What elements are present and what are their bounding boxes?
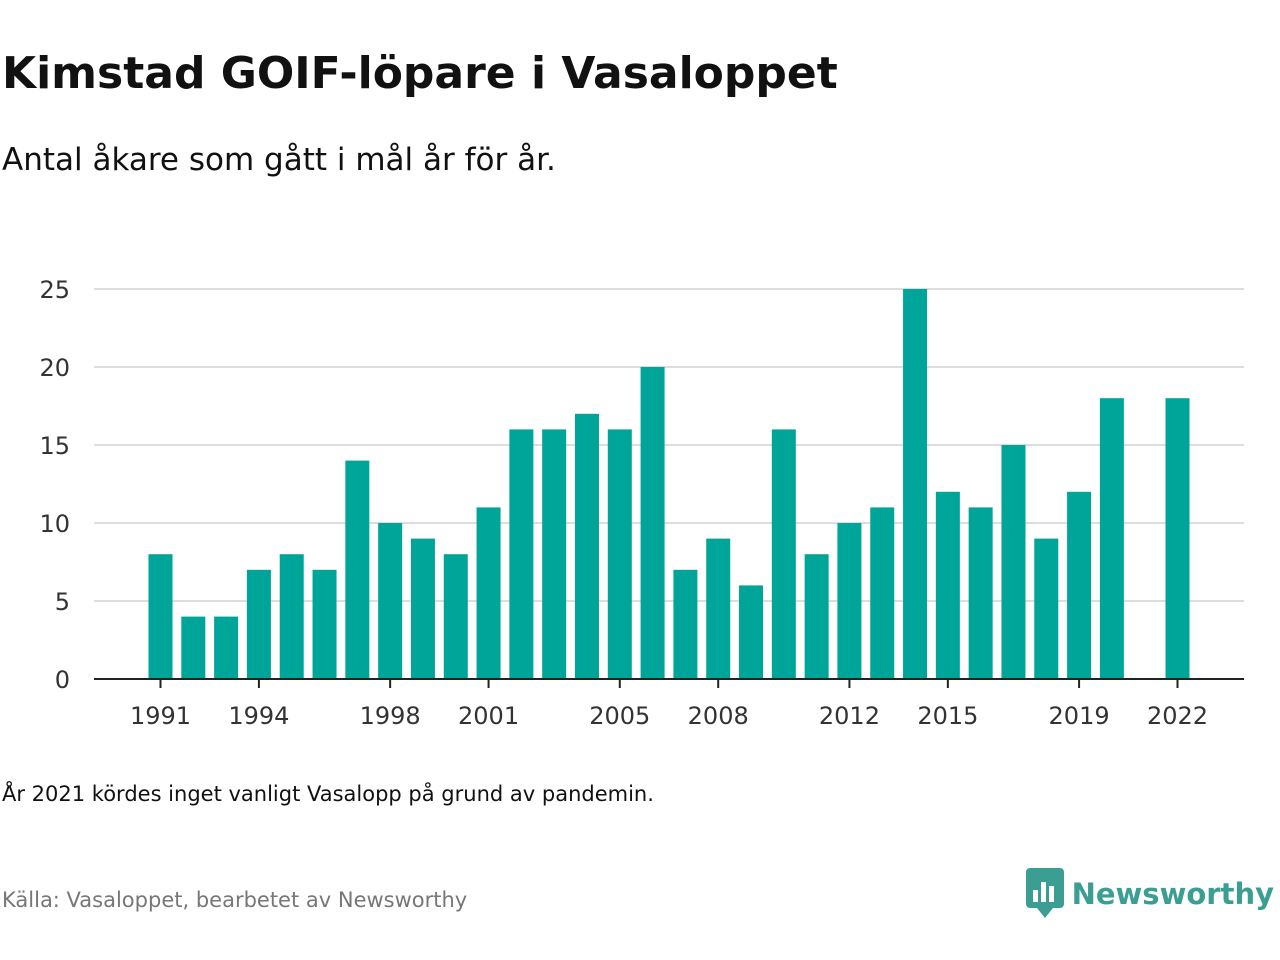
bar-1991: [148, 554, 173, 679]
bar-2017: [1001, 445, 1026, 679]
x-tick-label: 1994: [228, 702, 289, 730]
brand-logo: Newsworthy: [1025, 866, 1274, 922]
x-tick-label: 2001: [458, 702, 519, 730]
source-credit: Källa: Vasaloppet, bearbetet av Newswort…: [2, 888, 468, 912]
chart-subtitle: Antal åkare som gått i mål år för år.: [2, 142, 556, 178]
bar-2009: [739, 585, 764, 679]
x-tick-label: 2008: [688, 702, 749, 730]
tick-labels: 0 5 10 15 20 25 1991 1994 1998 2001 2005 2008 2012 20…: [39, 276, 1208, 730]
bar-2014: [903, 289, 928, 679]
bar-2018: [1034, 538, 1059, 679]
bar-2012: [837, 523, 862, 679]
bars: [148, 289, 1190, 679]
bar-2003: [542, 429, 567, 679]
bar-2020: [1099, 398, 1124, 679]
bar-1996: [312, 569, 337, 679]
bar-chart: 0 5 10 15 20 25 1991 1994 1998 2001 2005 2008 2012 20…: [39, 276, 1244, 730]
bar-2008: [706, 538, 731, 679]
bar-2015: [935, 491, 960, 679]
bar-1997: [345, 460, 370, 679]
y-tick-label: 25: [39, 276, 70, 304]
bar-2005: [607, 429, 632, 679]
x-tick-label: 1991: [130, 702, 191, 730]
bar-2010: [771, 429, 796, 679]
bar-2006: [640, 367, 665, 679]
bar-2002: [509, 429, 534, 679]
x-tick-label: 1998: [360, 702, 421, 730]
bar-2019: [1067, 491, 1092, 679]
x-tick-label: 2005: [589, 702, 650, 730]
axes: [94, 678, 1244, 688]
bar-2022: [1165, 398, 1190, 679]
bar-2001: [476, 507, 501, 679]
y-tick-label: 10: [39, 510, 70, 538]
bar-1993: [214, 616, 239, 679]
bar-2013: [870, 507, 895, 679]
bar-1995: [279, 554, 304, 679]
x-tick-label: 2015: [917, 702, 978, 730]
bar-1994: [246, 569, 271, 679]
bar-2016: [968, 507, 993, 679]
x-tick-label: 2012: [819, 702, 880, 730]
chart-note: År 2021 kördes inget vanligt Vasalopp på…: [2, 782, 654, 806]
brand-name: Newsworthy: [1071, 877, 1274, 911]
bar-1992: [181, 616, 206, 679]
x-tick-label: 2022: [1147, 702, 1208, 730]
bar-2007: [673, 569, 698, 679]
bar-2000: [443, 554, 468, 679]
bar-1998: [378, 523, 403, 679]
x-tick-label: 2019: [1049, 702, 1110, 730]
y-tick-label: 20: [39, 354, 70, 382]
bar-1999: [410, 538, 435, 679]
chart-title: Kimstad GOIF-löpare i Vasaloppet: [2, 48, 838, 99]
y-tick-label: 5: [55, 588, 70, 616]
y-tick-label: 15: [39, 432, 70, 460]
newsworthy-logo-icon: [1025, 868, 1064, 918]
bar-2004: [574, 413, 599, 679]
bar-2011: [804, 554, 829, 679]
y-tick-label: 0: [55, 666, 70, 694]
